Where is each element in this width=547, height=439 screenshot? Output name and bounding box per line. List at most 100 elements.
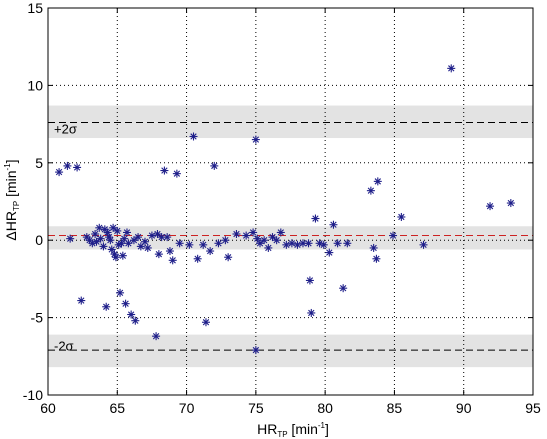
x-label-main: HR bbox=[257, 421, 277, 437]
data-point bbox=[264, 243, 273, 252]
y-label-main: ΔHR bbox=[3, 211, 19, 241]
data-point bbox=[120, 234, 129, 243]
y-tick-label: 10 bbox=[27, 77, 43, 93]
data-point bbox=[251, 346, 260, 355]
x-tick-labels: 60 65 70 75 80 85 90 95 bbox=[40, 400, 541, 416]
data-point bbox=[276, 228, 285, 237]
data-point bbox=[168, 256, 177, 265]
data-point bbox=[121, 299, 130, 308]
sigma-label-2: -2σ bbox=[54, 339, 74, 354]
x-tick-label: 70 bbox=[179, 400, 195, 416]
data-point bbox=[311, 214, 320, 223]
data-point bbox=[242, 231, 251, 240]
sigma-band-2 bbox=[48, 334, 533, 368]
data-point bbox=[366, 186, 375, 195]
x-label-close: ] bbox=[325, 421, 329, 437]
x-axis-label: HRTP [min-1] bbox=[257, 421, 329, 439]
x-tick-label: 85 bbox=[387, 400, 403, 416]
data-point bbox=[333, 239, 342, 248]
data-point bbox=[486, 202, 495, 211]
data-point bbox=[102, 302, 111, 311]
data-point bbox=[305, 276, 314, 285]
data-point bbox=[91, 230, 100, 239]
data-point bbox=[506, 199, 515, 208]
data-point bbox=[124, 239, 133, 248]
y-axis-label: ΔHRTP [min-1] bbox=[3, 159, 21, 240]
data-point bbox=[206, 247, 215, 256]
data-point bbox=[99, 242, 108, 251]
data-point bbox=[325, 248, 334, 257]
data-point bbox=[329, 220, 338, 229]
y-tick-label: 15 bbox=[27, 0, 43, 16]
data-point bbox=[373, 177, 382, 186]
data-point bbox=[116, 288, 125, 297]
y-tick-label: 0 bbox=[35, 232, 43, 248]
data-point bbox=[163, 233, 172, 242]
sigma-band-1 bbox=[48, 105, 533, 139]
data-point bbox=[66, 234, 75, 243]
data-point bbox=[55, 168, 64, 177]
data-point bbox=[372, 254, 381, 263]
data-point bbox=[134, 233, 143, 242]
y-label-sup: -1 bbox=[3, 163, 12, 171]
data-point bbox=[210, 161, 219, 170]
y-tick-label: -10 bbox=[23, 387, 43, 403]
data-point bbox=[224, 253, 233, 262]
y-label-sub: TP bbox=[12, 201, 21, 211]
data-point bbox=[143, 243, 152, 252]
data-point bbox=[175, 239, 184, 248]
x-label-sup: -1 bbox=[318, 421, 326, 430]
y-tick-label: -5 bbox=[31, 310, 44, 326]
data-point bbox=[307, 308, 316, 317]
data-point bbox=[154, 250, 163, 259]
reference-lines bbox=[48, 122, 533, 351]
data-point bbox=[343, 239, 352, 248]
data-point bbox=[96, 234, 105, 243]
data-point bbox=[447, 64, 456, 73]
data-point bbox=[122, 228, 131, 237]
data-point bbox=[152, 332, 161, 341]
data-points bbox=[55, 64, 515, 355]
sigma-annotations: +2σ -2σ bbox=[54, 121, 77, 353]
data-point bbox=[268, 233, 277, 242]
data-point bbox=[369, 243, 378, 252]
x-label-sub: TP bbox=[277, 430, 287, 439]
data-point bbox=[129, 236, 138, 245]
data-point bbox=[127, 310, 136, 319]
data-point bbox=[160, 166, 169, 175]
mean-band bbox=[48, 226, 533, 250]
y-tick-label: 5 bbox=[35, 155, 43, 171]
sigma-label-1: +2σ bbox=[54, 121, 77, 136]
data-point bbox=[193, 254, 202, 263]
data-point bbox=[109, 223, 118, 232]
data-point bbox=[221, 236, 230, 245]
plot-frame bbox=[47, 7, 534, 396]
data-point bbox=[118, 251, 127, 260]
data-point bbox=[73, 163, 82, 172]
data-point bbox=[389, 231, 398, 240]
y-tick-labels: -10 -5 0 5 10 15 bbox=[23, 0, 43, 403]
x-tick-label: 80 bbox=[317, 400, 333, 416]
data-point bbox=[256, 239, 265, 248]
x-tick-label: 90 bbox=[456, 400, 472, 416]
x-tick-label: 60 bbox=[40, 400, 56, 416]
data-point bbox=[165, 247, 174, 256]
data-point bbox=[201, 318, 210, 327]
data-point bbox=[113, 226, 122, 235]
data-point bbox=[304, 239, 313, 248]
data-point bbox=[253, 234, 262, 243]
data-point bbox=[172, 169, 181, 178]
data-point bbox=[251, 135, 260, 144]
grid-lines bbox=[47, 7, 534, 396]
data-point bbox=[214, 239, 223, 248]
data-point bbox=[272, 236, 281, 245]
data-point bbox=[141, 237, 149, 246]
y-label-close: ] bbox=[3, 159, 19, 163]
data-point bbox=[92, 237, 101, 246]
sigma-bands bbox=[48, 105, 533, 368]
x-label-unit: [min bbox=[288, 421, 318, 437]
x-tick-label: 75 bbox=[248, 400, 264, 416]
data-point bbox=[199, 240, 208, 249]
x-tick-label: 65 bbox=[109, 400, 125, 416]
